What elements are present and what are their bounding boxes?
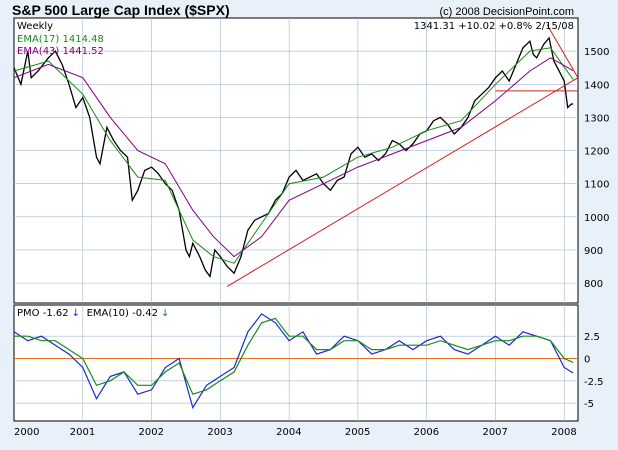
x-tick-label: 2007: [482, 427, 507, 438]
price-legend-entry: EMA(43) 1441.52: [17, 46, 104, 57]
x-tick-label: 2001: [70, 427, 95, 438]
chart-title: S&P 500 Large Cap Index ($SPX): [12, 2, 230, 18]
spx-price-line: [13, 36, 574, 279]
price-panel: [13, 17, 579, 304]
pmo-y-tick-label: 0: [584, 355, 590, 366]
copyright-label: (c) 2008 DecisionPoint.com: [439, 6, 574, 18]
y-tick-label: 1100: [584, 180, 609, 191]
pmo-ema10-line: [14, 317, 574, 395]
y-tick-label: 800: [584, 279, 603, 290]
x-tick-label: 2002: [139, 427, 164, 438]
x-tick-label: 2000: [14, 427, 39, 438]
pmo-legend-arrow: ↓: [161, 308, 169, 319]
x-tick-label: 2008: [551, 427, 576, 438]
y-tick-label: 1500: [584, 47, 609, 58]
ema43-line: [13, 57, 574, 258]
price-legend-entry: EMA(17) 1414.48: [17, 34, 104, 45]
pmo-y-tick-label: -5: [584, 399, 594, 410]
trendline: [226, 77, 579, 287]
x-tick-label: 2003: [207, 427, 232, 438]
y-tick-label: 900: [584, 246, 603, 257]
x-tick-label: 2005: [345, 427, 370, 438]
y-tick-label: 1300: [584, 113, 609, 124]
trendline: [546, 24, 579, 78]
pmo-y-tick-label: -2.5: [584, 377, 604, 388]
y-tick-label: 1000: [584, 213, 609, 224]
ema17-line: [13, 47, 574, 264]
pmo-panel: [13, 304, 579, 422]
y-tick-label: 1400: [584, 80, 609, 91]
period-label: Weekly: [17, 21, 53, 32]
pmo-legend-entry: PMO -1.62: [17, 308, 69, 319]
pmo-legend-arrow: ↓: [72, 308, 80, 319]
last-quote-label: 1341.31 +10.02 +0.8% 2/15/08: [414, 21, 574, 32]
x-tick-label: 2004: [276, 427, 301, 438]
x-tick-label: 2006: [414, 427, 439, 438]
pmo-legend-entry: EMA(10) -0.42: [87, 308, 158, 319]
pmo-y-tick-label: 2.5: [584, 332, 600, 343]
y-tick-label: 1200: [584, 147, 609, 158]
